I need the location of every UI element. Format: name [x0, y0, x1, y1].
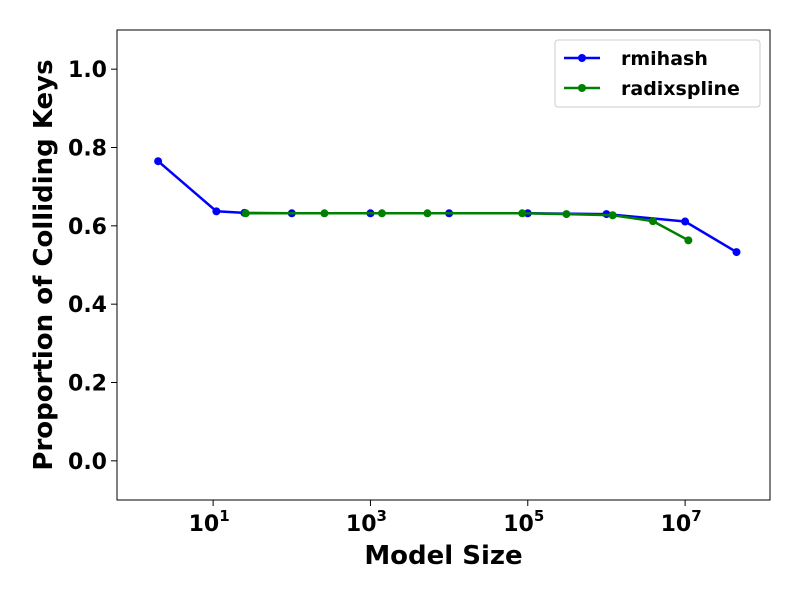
series-line-rmihash	[157, 160, 738, 254]
data-point-radixspline	[608, 211, 617, 220]
y-tick-label: 0.4	[68, 293, 107, 318]
data-point-radixspline	[684, 236, 693, 245]
series-line-radixspline	[245, 212, 689, 242]
y-tick-label: 0.6	[68, 215, 107, 240]
y-tick-label: 1.0	[68, 58, 107, 83]
plot-frame	[116, 29, 771, 501]
y-axis-ticks: 0.0 0.2 0.4 0.6 0.8 1.0	[68, 58, 117, 475]
data-point-rmihash	[732, 248, 741, 257]
legend-label-radixspline: radixspline	[621, 78, 740, 100]
x-axis-label: Model Size	[364, 541, 522, 571]
data-point-rmihash	[154, 157, 163, 166]
x-tick-label: 105	[503, 507, 544, 537]
data-point-rmihash	[212, 207, 221, 216]
y-tick-label: 0.2	[68, 372, 107, 397]
x-tick-label: 107	[661, 507, 702, 537]
legend-box	[554, 39, 761, 108]
x-tick-label: 103	[346, 507, 387, 537]
data-point-radixspline	[562, 210, 571, 219]
data-point-radixspline	[648, 217, 657, 226]
data-point-rmihash	[681, 217, 690, 226]
x-tick-label: 101	[189, 507, 230, 537]
x-axis-ticks: 101 103 105 107	[189, 500, 702, 537]
data-point-radixspline	[320, 209, 329, 218]
data-point-radixspline	[241, 209, 250, 218]
legend: rmihash radixspline	[554, 39, 761, 108]
legend-marker-radixspline	[578, 84, 586, 92]
y-axis-label: Proportion of Colliding Keys	[29, 59, 59, 470]
y-tick-label: 0.0	[68, 450, 107, 475]
data-point-radixspline	[377, 209, 386, 218]
series-layer	[154, 157, 741, 257]
data-point-radixspline	[518, 209, 527, 218]
legend-marker-rmihash	[578, 54, 586, 62]
legend-label-rmihash: rmihash	[621, 48, 708, 70]
data-point-radixspline	[423, 209, 432, 218]
y-tick-label: 0.8	[68, 137, 107, 162]
